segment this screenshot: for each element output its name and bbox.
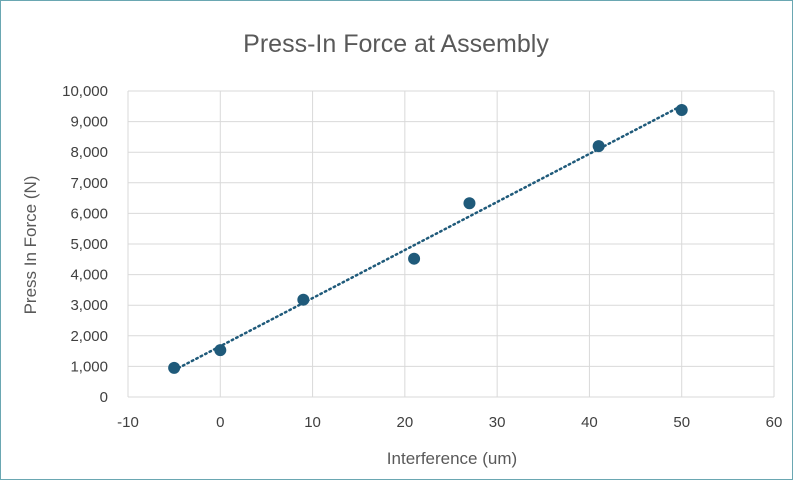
y-tick-labels: 0 1,000 2,000 3,000 4,000 5,000 6,000 7,000 8,00…	[62, 83, 108, 406]
data-points	[168, 103, 688, 374]
y-tick-label: 8,000	[70, 144, 108, 161]
x-tick-label: 60	[766, 414, 783, 431]
x-tick-labels: -10 0 10 20 30 40 50 60	[117, 414, 782, 431]
x-tick-label: 20	[397, 414, 414, 431]
y-tick-label: 6,000	[70, 205, 108, 222]
y-tick-label: 10,000	[62, 83, 108, 100]
y-tick-label: 0	[100, 389, 108, 406]
y-tick-label: 4,000	[70, 267, 108, 284]
data-point	[675, 103, 688, 116]
y-tick-label: 3,000	[70, 297, 108, 314]
x-tick-label: 40	[581, 414, 598, 431]
x-tick-label: -10	[117, 414, 139, 431]
data-point	[463, 197, 476, 210]
x-tick-label: 0	[216, 414, 224, 431]
data-point	[592, 140, 605, 153]
y-axis-label: Press In Force (N)	[21, 176, 40, 315]
x-axis-label: Interference (um)	[387, 449, 517, 468]
trendline-path	[172, 104, 683, 372]
chart-title: Press-In Force at Assembly	[243, 30, 549, 58]
x-tick-label: 30	[489, 414, 506, 431]
x-tick-label: 50	[673, 414, 690, 431]
data-point	[408, 252, 421, 265]
gridlines	[127, 90, 775, 398]
y-tick-label: 1,000	[70, 358, 108, 375]
data-point	[297, 293, 310, 306]
y-tick-label: 2,000	[70, 328, 108, 345]
data-point	[214, 344, 227, 357]
y-tick-label: 7,000	[70, 175, 108, 192]
y-tick-label: 9,000	[70, 114, 108, 131]
y-tick-label: 5,000	[70, 236, 108, 253]
x-tick-label: 10	[304, 414, 321, 431]
data-point	[168, 361, 181, 374]
trendline	[172, 104, 683, 372]
